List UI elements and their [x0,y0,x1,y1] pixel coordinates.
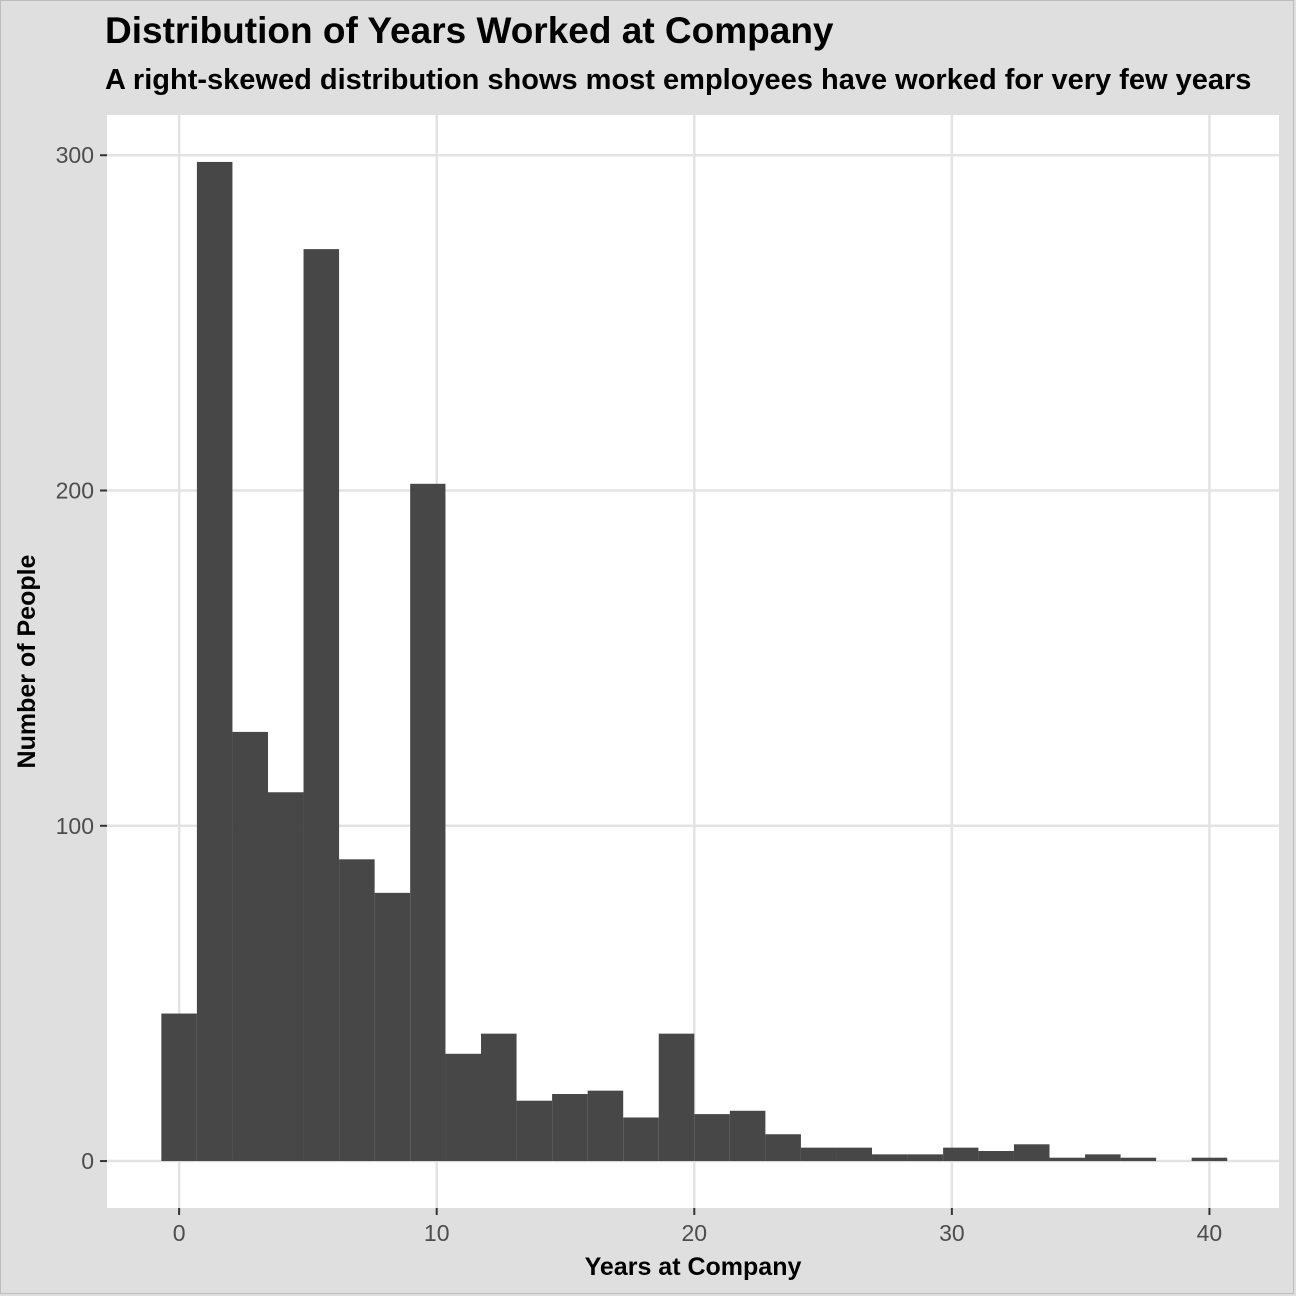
histogram-bar [161,1013,197,1162]
histogram-bar [481,1033,517,1162]
histogram-bar [267,792,304,1162]
chart-subtitle: A right-skewed distribution shows most e… [105,64,1252,96]
histogram-bar [1049,1157,1086,1162]
histogram-bar [765,1134,801,1162]
histogram-bar [658,1033,695,1162]
histogram-bar [516,1100,553,1162]
histogram-bar [303,249,340,1162]
x-tick-label: 0 [173,1220,186,1246]
histogram-bar [729,1110,766,1162]
histogram-bar [410,483,446,1162]
histogram-bar [232,731,268,1162]
histogram-bar [374,892,411,1162]
histogram-bar [1120,1157,1157,1162]
y-tick-label: 100 [56,813,94,839]
histogram-bar [1013,1144,1050,1162]
histogram-bar [978,1151,1014,1162]
x-tick-label: 20 [681,1220,707,1246]
histogram-bar [800,1147,837,1162]
histogram-bar [587,1090,624,1162]
histogram-bar [694,1114,730,1162]
histogram-bar [552,1094,588,1162]
y-axis: 0 100 200 300 [56,142,107,1174]
x-tick-label: 30 [939,1220,965,1246]
histogram-bar [1191,1157,1228,1162]
chart-title: Distribution of Years Worked at Company [105,10,834,51]
x-axis: 0 10 20 30 40 [173,1208,1223,1246]
histogram-bar [1085,1154,1121,1162]
histogram-bar [445,1053,482,1162]
histogram-bar [339,859,375,1162]
histogram-bar [836,1147,873,1162]
histogram-bar [623,1117,659,1162]
y-tick-label: 300 [56,142,94,168]
x-tick-label: 10 [424,1220,450,1246]
y-axis-title: Number of People [13,554,41,768]
histogram-bar [943,1147,979,1162]
histogram-bars [161,161,1228,1162]
y-tick-label: 0 [81,1148,94,1174]
x-tick-label: 40 [1197,1220,1223,1246]
x-axis-title: Years at Company [585,1253,802,1281]
histogram-bar [907,1154,944,1162]
histogram-bar [872,1154,908,1162]
y-tick-label: 200 [56,478,94,504]
histogram-bar [196,161,233,1162]
